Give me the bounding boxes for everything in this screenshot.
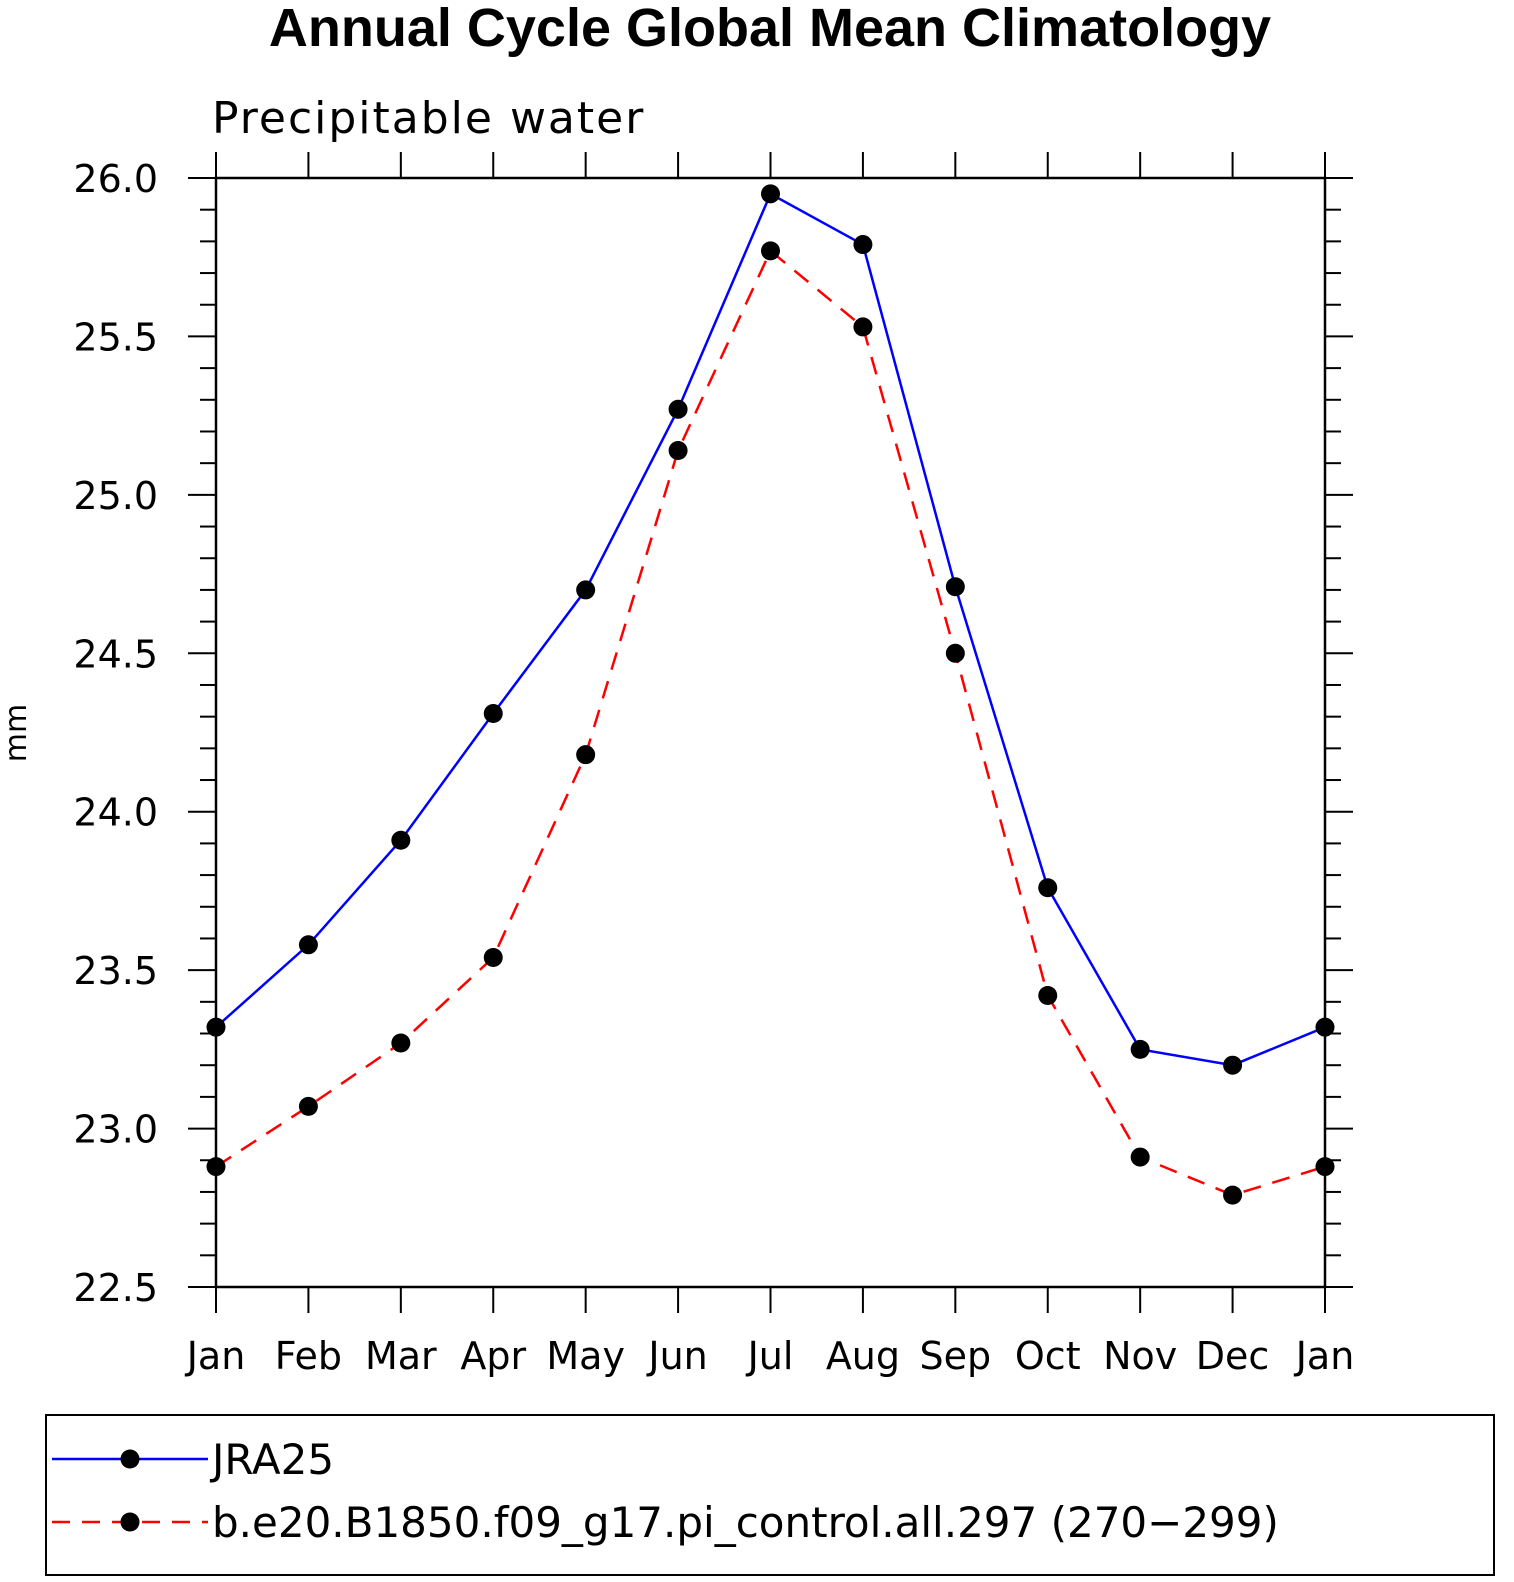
series-0-point <box>1223 1055 1243 1075</box>
y-tick-label: 22.5 <box>73 1266 158 1310</box>
series-1-point <box>576 745 596 765</box>
legend-label-0: JRA25 <box>209 1435 334 1484</box>
series-1-point <box>668 440 688 460</box>
series-1-point <box>853 317 873 337</box>
x-tick-label: Nov <box>1103 1334 1177 1378</box>
x-tick-label: Mar <box>365 1334 437 1378</box>
series-0-point <box>1038 878 1058 898</box>
y-axis-ticks: 22.5 23.0 23.5 24.0 24.5 25.0 25.5 26.0 <box>73 157 1353 1310</box>
series-1-point <box>298 1096 318 1116</box>
chart-subtitle: Precipitable water <box>212 93 645 144</box>
series-0-point <box>853 235 873 255</box>
y-tick-label: 26.0 <box>73 157 158 201</box>
plot-border <box>214 176 1327 1289</box>
legend-marker-0 <box>120 1449 140 1469</box>
series-1-point <box>391 1033 411 1053</box>
y-tick-label: 25.5 <box>73 315 158 359</box>
series-0-point <box>1130 1039 1150 1059</box>
y-tick-label: 24.0 <box>73 791 158 835</box>
series-1-point <box>945 643 965 663</box>
plot-frame <box>214 176 1327 1289</box>
series-0-point <box>1315 1017 1335 1037</box>
series-1-point <box>206 1157 226 1177</box>
series-1-point <box>1038 985 1058 1005</box>
x-tick-label: Aug <box>826 1334 900 1378</box>
x-tick-label: Jan <box>1294 1334 1355 1378</box>
series-0-point <box>576 580 596 600</box>
x-tick-label: May <box>546 1334 625 1378</box>
series-1-point <box>1223 1185 1243 1205</box>
x-tick-label: Sep <box>920 1334 992 1378</box>
series-1-point <box>761 241 780 261</box>
y-tick-label: 24.5 <box>73 632 158 676</box>
series-layer <box>206 184 1335 1205</box>
chart-title: Annual Cycle Global Mean Climatology <box>269 0 1271 58</box>
series-0-point <box>761 184 780 204</box>
y-tick-label: 23.0 <box>73 1108 158 1152</box>
series-line-0 <box>215 192 1326 1067</box>
y-tick-label: 25.0 <box>73 474 158 518</box>
x-tick-label: Feb <box>275 1334 342 1378</box>
series-0-point <box>483 703 503 723</box>
x-tick-label: Jan <box>185 1334 246 1378</box>
x-tick-label: Apr <box>460 1334 526 1378</box>
x-axis-ticks: Jan Feb Mar Apr May Jun Jul Aug Sep Oct Nov Dec Jan <box>185 152 1355 1378</box>
y-tick-label: 23.5 <box>73 949 158 993</box>
legend-box <box>45 1414 1495 1576</box>
series-1-point <box>1315 1157 1335 1177</box>
series-0-point <box>668 399 688 419</box>
series-1-point <box>483 947 503 967</box>
series-0-point <box>298 935 318 955</box>
legend-marker-1 <box>120 1512 140 1532</box>
x-tick-label: Jun <box>646 1334 707 1378</box>
series-1-point <box>1130 1147 1150 1167</box>
x-tick-label: Dec <box>1196 1334 1270 1378</box>
y-axis-label: mm <box>0 704 34 762</box>
legend: JRA25 b.e20.B1850.f09_g17.pi_control.all.… <box>45 1414 1495 1576</box>
x-tick-label: Jul <box>746 1334 794 1378</box>
series-0-point <box>945 577 965 597</box>
series-0-point <box>206 1017 226 1037</box>
series-0-point <box>391 830 411 850</box>
legend-label-1: b.e20.B1850.f09_g17.pi_control.all.297 (… <box>212 1498 1279 1547</box>
x-tick-label: Oct <box>1015 1334 1081 1378</box>
